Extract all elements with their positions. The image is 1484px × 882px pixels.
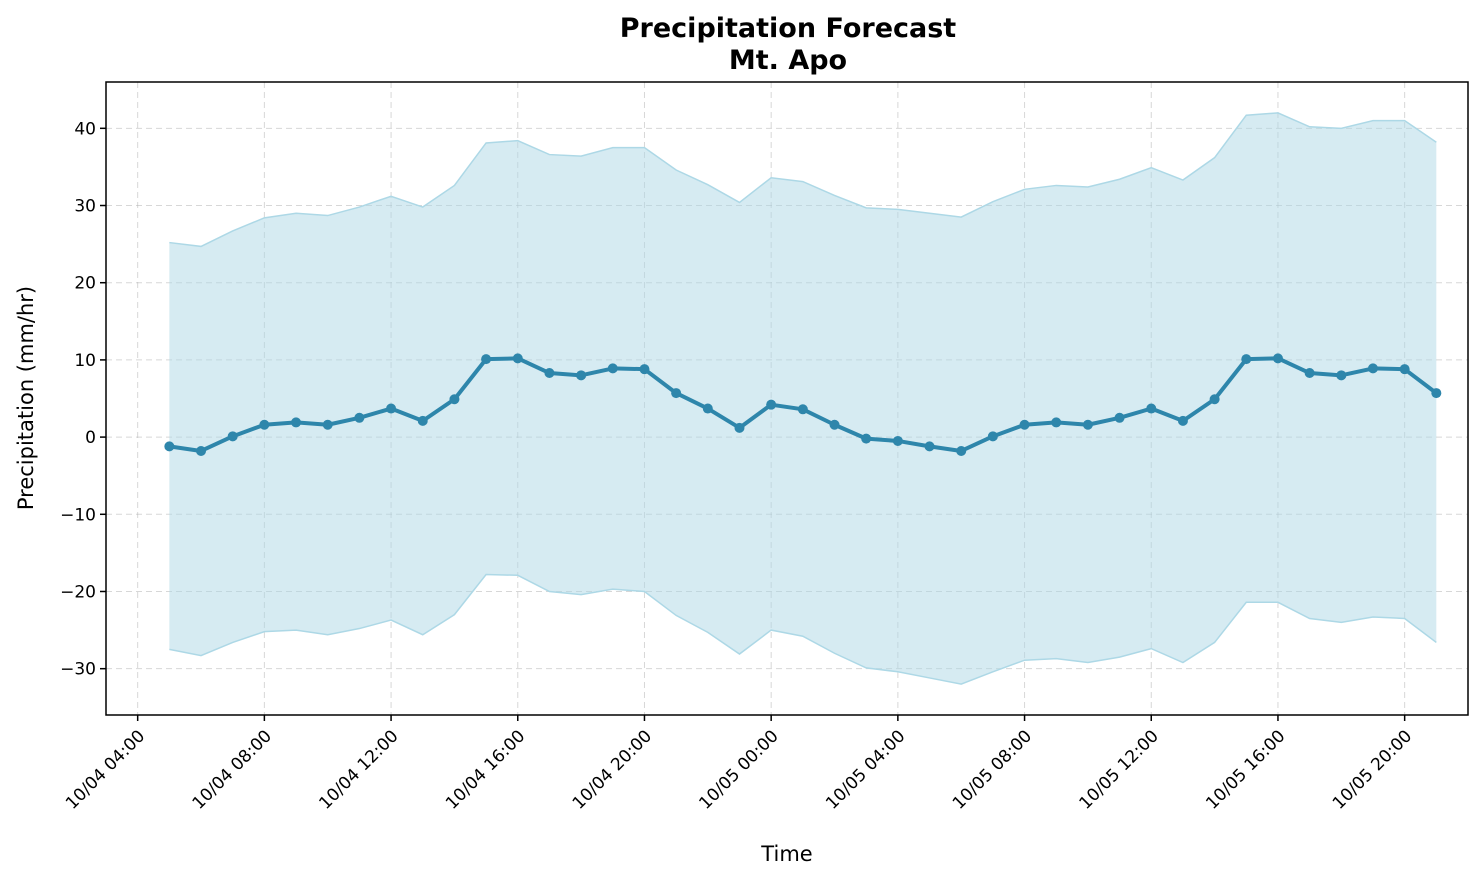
y-axis-label: Precipitation (mm/hr) [14, 286, 38, 510]
data-point [1019, 419, 1030, 430]
data-point [607, 363, 618, 374]
data-point [1051, 417, 1062, 428]
x-axis-label: Time [760, 842, 812, 866]
chart-title: Precipitation Forecast [620, 13, 957, 44]
data-point [322, 419, 333, 430]
data-point [956, 445, 967, 456]
x-tick-label: 10/04 04:00 [62, 726, 149, 813]
data-point [164, 441, 175, 452]
data-point [1399, 364, 1410, 375]
y-tick-label: 10 [74, 351, 96, 371]
data-point [1336, 370, 1347, 381]
data-point [196, 445, 207, 456]
y-tick-label: 0 [85, 428, 96, 448]
data-point [797, 404, 808, 415]
data-point [987, 431, 998, 442]
y-tick-label: 30 [74, 197, 96, 217]
data-point [1146, 403, 1157, 414]
x-tick-label: 10/05 00:00 [695, 726, 782, 813]
y-axis-ticks: −30 −20 −10 0 10 20 30 40 [60, 119, 106, 680]
x-tick-label: 10/05 08:00 [949, 726, 1036, 813]
data-point [544, 368, 555, 379]
data-point [861, 433, 872, 444]
data-point [639, 364, 650, 375]
x-tick-label: 10/04 08:00 [189, 726, 276, 813]
data-point [1177, 415, 1188, 426]
data-point [227, 431, 238, 442]
data-point [354, 412, 365, 423]
plot-frame [105, 81, 1469, 716]
data-point [671, 388, 682, 399]
x-tick-label: 10/05 04:00 [822, 726, 909, 813]
data-point [1367, 363, 1378, 374]
data-point [1082, 419, 1093, 430]
y-tick-label: −10 [60, 505, 96, 525]
data-point [829, 419, 840, 430]
data-points [164, 353, 1442, 456]
data-point [924, 441, 935, 452]
data-point [1304, 368, 1315, 379]
y-tick-label: −30 [60, 660, 96, 680]
data-point [481, 354, 492, 365]
y-tick-label: 40 [74, 119, 96, 139]
data-point [417, 415, 428, 426]
data-point [1114, 412, 1125, 423]
data-point [892, 435, 903, 446]
x-tick-label: 10/05 12:00 [1076, 726, 1163, 813]
uncertainty-band [169, 112, 1437, 685]
band-lower-edge [169, 573, 1437, 685]
data-point [1431, 388, 1442, 399]
data-point [702, 403, 713, 414]
x-tick-label: 10/04 16:00 [442, 726, 529, 813]
data-point [766, 399, 777, 410]
band-upper-edge [169, 112, 1437, 248]
data-point [291, 417, 302, 428]
y-tick-label: 20 [74, 274, 96, 294]
data-point [1209, 394, 1220, 405]
data-point [449, 394, 460, 405]
y-tick-label: −20 [60, 582, 96, 602]
x-axis-ticks: 10/04 04:00 10/04 08:00 10/04 12:00 10/04 1… [62, 715, 1416, 814]
x-tick-label: 10/04 20:00 [569, 726, 656, 813]
data-point [259, 419, 270, 430]
data-point [386, 403, 397, 414]
data-point [1272, 353, 1283, 364]
x-tick-label: 10/05 16:00 [1202, 726, 1289, 813]
x-tick-label: 10/04 12:00 [315, 726, 402, 813]
data-point [734, 422, 745, 433]
chart-subtitle: Mt. Apo [729, 45, 847, 76]
data-point [576, 370, 587, 381]
data-point [1241, 354, 1252, 365]
x-tick-label: 10/05 20:00 [1329, 726, 1416, 813]
data-point [512, 353, 523, 364]
